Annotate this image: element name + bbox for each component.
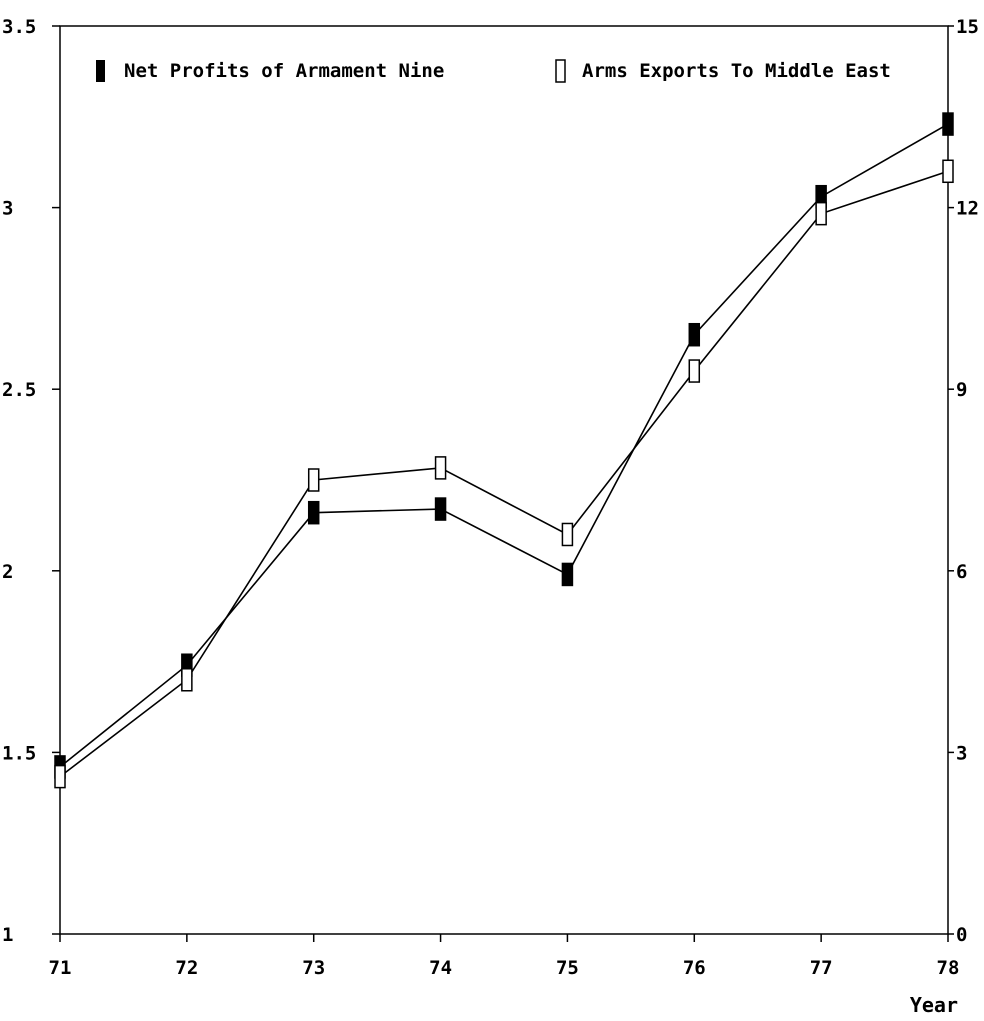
x-axis-title: Year xyxy=(910,993,958,1017)
x-tick-label: 78 xyxy=(937,957,960,979)
series-line-1 xyxy=(59,123,949,768)
x-tick-label: 75 xyxy=(556,957,579,979)
filled-marker-point xyxy=(688,322,701,347)
right-tick-label: 0 xyxy=(956,924,967,946)
x-tick-label: 72 xyxy=(175,957,198,979)
left-tick-label: 2 xyxy=(2,561,13,583)
x-tick-label: 74 xyxy=(429,957,452,979)
open-marker-point xyxy=(815,201,827,226)
series-lines xyxy=(59,123,949,778)
left-axis: 1 1.5 2 2.5 3 3.5 xyxy=(2,16,60,946)
right-tick-label: 12 xyxy=(956,198,979,220)
x-tick-label: 73 xyxy=(302,957,325,979)
left-tick-label: 3.5 xyxy=(2,16,36,38)
x-tick-label: 77 xyxy=(810,957,833,979)
filled-marker-point xyxy=(434,497,447,521)
left-tick-label: 1.5 xyxy=(2,742,36,764)
plot-frame xyxy=(59,25,949,935)
open-marker-point xyxy=(181,668,193,692)
open-marker-point xyxy=(561,522,574,547)
series-line-2 xyxy=(59,170,949,778)
open-marker-point xyxy=(688,359,701,383)
legend-label-1: Net Profits of Armament Nine xyxy=(124,60,444,82)
x-tick-label: 71 xyxy=(49,957,72,979)
right-tick-label: 9 xyxy=(956,379,967,401)
legend-label-2: Arms Exports To Middle East xyxy=(582,60,891,82)
legend: Net Profits of Armament Nine Arms Export… xyxy=(96,59,891,83)
right-tick-label: 6 xyxy=(956,561,967,583)
right-tick-label: 15 xyxy=(956,16,979,38)
x-axis: 71 72 73 74 75 76 77 78 xyxy=(49,934,960,979)
right-tick-label: 3 xyxy=(956,742,967,764)
right-axis: 0 3 6 9 12 15 xyxy=(948,16,979,946)
legend-marker-filled xyxy=(96,60,105,82)
x-tick-label: 76 xyxy=(683,957,706,979)
legend-marker-open xyxy=(555,59,566,83)
filled-marker-point xyxy=(307,500,320,525)
series-markers xyxy=(54,112,954,789)
filled-marker-point xyxy=(561,562,574,587)
open-marker-point xyxy=(307,468,320,492)
left-tick-label: 1 xyxy=(2,924,13,946)
filled-marker-point xyxy=(942,112,954,136)
open-marker-point xyxy=(54,764,66,789)
open-marker-point xyxy=(942,159,954,184)
open-marker-point xyxy=(434,456,447,480)
left-tick-label: 2.5 xyxy=(2,379,36,401)
left-tick-label: 3 xyxy=(2,198,13,220)
